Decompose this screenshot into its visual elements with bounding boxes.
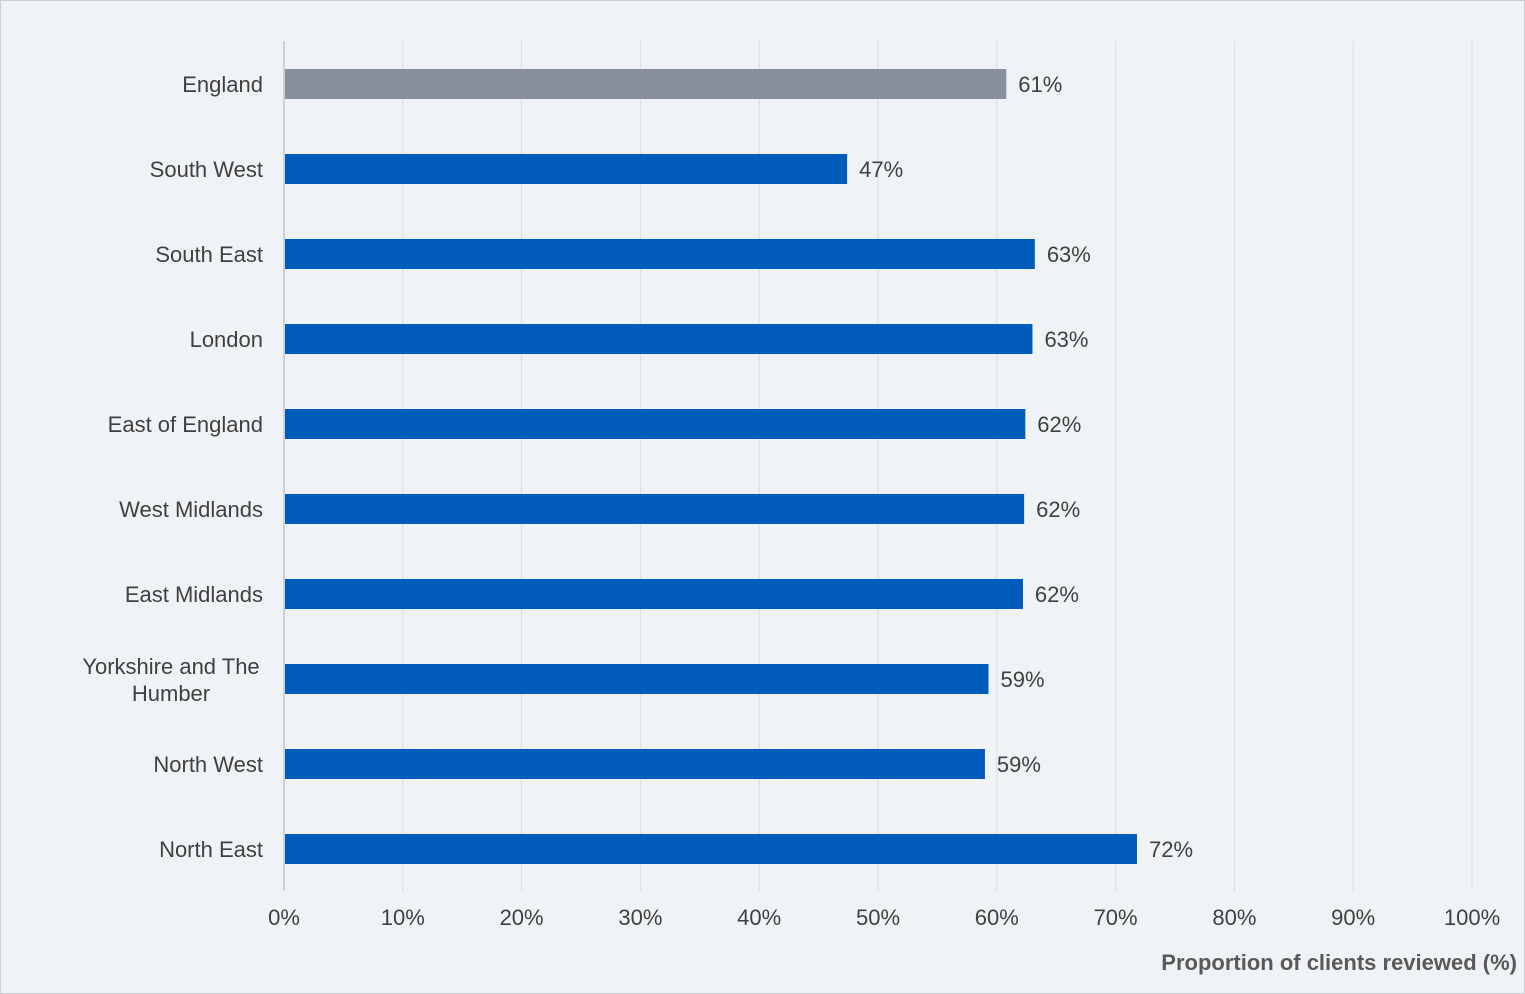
data-label: 59%: [997, 752, 1041, 777]
bar: [285, 324, 1033, 354]
bar: [285, 409, 1026, 439]
data-label: 59%: [1000, 667, 1044, 692]
x-tick-label: 80%: [1212, 905, 1256, 930]
data-labels: 61% 47% 63% 63% 62% 62% 62% 59% 59% 72%: [859, 72, 1193, 862]
category-label: North West: [153, 752, 263, 777]
x-tick-label: 60%: [975, 905, 1019, 930]
x-axis-title: Proportion of clients reviewed (%): [1161, 950, 1517, 975]
category-label: North East: [159, 837, 263, 862]
category-label: West Midlands: [119, 497, 263, 522]
category-label: South West: [150, 157, 263, 182]
data-label: 63%: [1044, 327, 1088, 352]
category-label: South East: [155, 242, 263, 267]
data-label: 62%: [1037, 412, 1081, 437]
x-tick-label: 90%: [1331, 905, 1375, 930]
data-label: 62%: [1036, 497, 1080, 522]
data-label: 72%: [1149, 837, 1193, 862]
x-tick-label: 50%: [856, 905, 900, 930]
category-label: London: [190, 327, 263, 352]
x-tick-label: 20%: [500, 905, 544, 930]
data-label: 63%: [1047, 242, 1091, 267]
category-label: East of England: [108, 412, 263, 437]
bar: [285, 834, 1137, 864]
x-tick-label: 70%: [1094, 905, 1138, 930]
data-label: 61%: [1018, 72, 1062, 97]
x-tick-label: 40%: [737, 905, 781, 930]
category-label: England: [182, 72, 263, 97]
category-label: East Midlands: [125, 582, 263, 607]
bar: [285, 749, 985, 779]
x-tick-label: 100%: [1444, 905, 1500, 930]
bar: [285, 664, 989, 694]
category-labels: England South West South East London East of…: [82, 72, 263, 862]
bar: [285, 579, 1023, 609]
data-label: 47%: [859, 157, 903, 182]
x-tick-labels: 0% 10% 20% 30% 40% 50% 60% 70% 80% 90% 100%: [268, 905, 1500, 930]
x-tick-label: 0%: [268, 905, 300, 930]
bar: [285, 239, 1035, 269]
bar: [285, 154, 848, 184]
data-label: 62%: [1035, 582, 1079, 607]
bars: [285, 69, 1137, 864]
bar: [285, 69, 1007, 99]
bar: [285, 494, 1025, 524]
x-tick-label: 30%: [618, 905, 662, 930]
category-label: Yorkshire and The Humber: [82, 654, 259, 706]
x-tick-label: 10%: [381, 905, 425, 930]
